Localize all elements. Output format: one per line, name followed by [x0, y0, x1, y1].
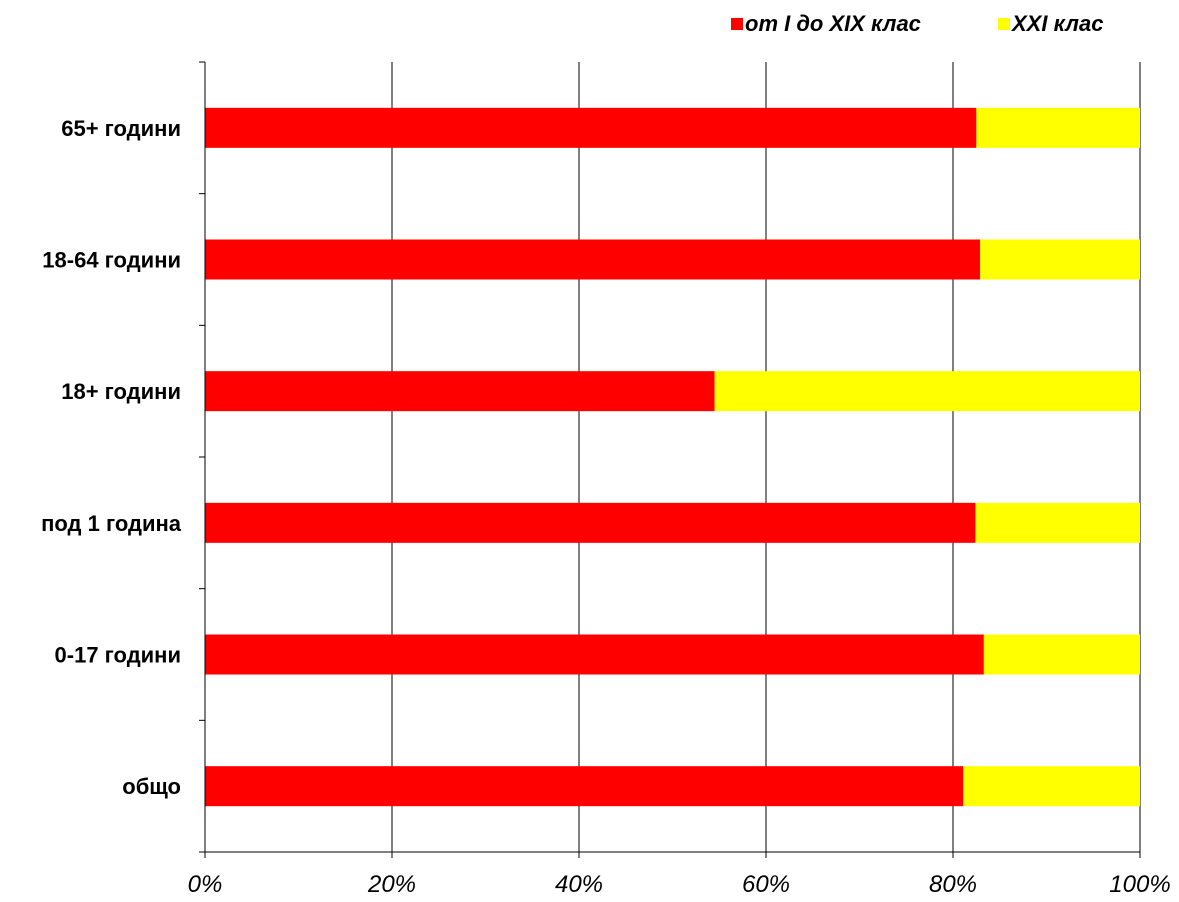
x-tick-label: 100% [1109, 871, 1170, 897]
legend-item: XXI клас [998, 11, 1103, 36]
legend-item: от I до XIX клас [731, 11, 921, 36]
legend-label: от I до XIX клас [745, 11, 921, 36]
category-label: 18-64 години [42, 248, 181, 273]
x-tick-label: 80% [929, 871, 977, 897]
bar-segment [980, 239, 1140, 280]
category-labels: 65+ години 18-64 години 18+ години под 1 го… [41, 116, 182, 799]
bar-segment [714, 371, 1140, 412]
bar-segment [205, 766, 964, 807]
bar-segment [983, 634, 1140, 675]
category-label: 0-17 години [55, 643, 181, 668]
legend-swatch-yellow [998, 18, 1010, 30]
bar-segment [205, 371, 715, 412]
x-tick-labels: 0% 20% 40% 60% 80% 100% [188, 871, 1171, 898]
legend-swatch-red [731, 18, 743, 30]
bar-segment [205, 239, 981, 280]
category-label: 18+ години [61, 379, 181, 404]
bar-segment [976, 107, 1140, 148]
category-label: общо [122, 774, 181, 799]
x-tick-label: 40% [555, 871, 603, 897]
x-tick-label: 60% [742, 871, 790, 897]
bar-segment [205, 502, 976, 543]
bars [205, 107, 1140, 807]
x-tick-label: 0% [188, 871, 223, 897]
category-label: под 1 година [41, 511, 182, 536]
bar-segment [205, 634, 984, 675]
category-label: 65+ години [61, 116, 181, 141]
legend: от I до XIX клас XXI клас [731, 11, 1103, 36]
bar-segment [205, 107, 977, 148]
legend-label: XXI клас [1010, 11, 1103, 36]
gridlines [391, 62, 1141, 852]
x-tick-label: 20% [367, 871, 416, 897]
bar-segment [963, 766, 1140, 807]
axes [199, 61, 1141, 858]
bar-segment [975, 502, 1140, 543]
